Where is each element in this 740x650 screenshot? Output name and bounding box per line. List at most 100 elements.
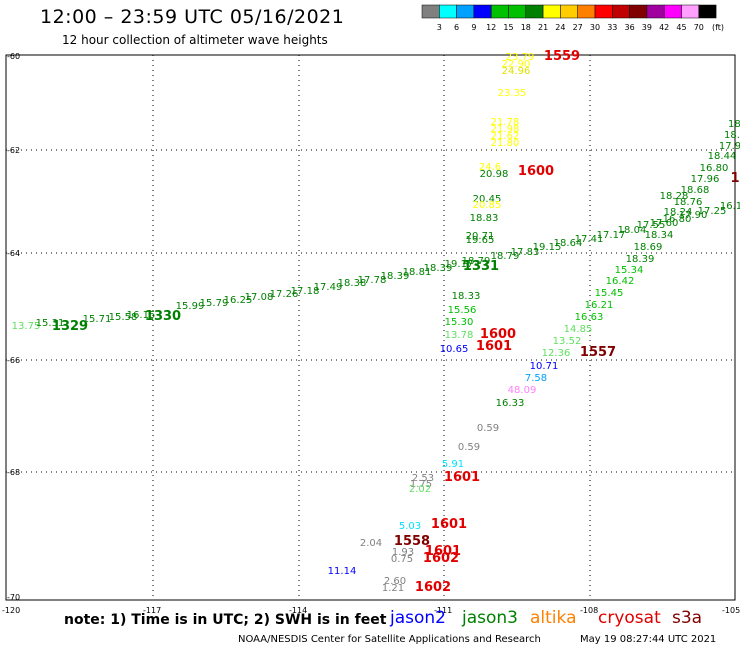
swh-value: 11.14	[328, 566, 357, 577]
swh-value: 15.56	[448, 305, 477, 316]
swh-value: 18.64	[554, 238, 583, 249]
legend-tick-label: 45	[676, 23, 686, 32]
swh-value: 17.9	[719, 141, 740, 152]
swh-value: 18.81	[403, 267, 432, 278]
swh-value: 18.24	[664, 207, 693, 218]
swh-value: 21.98	[491, 124, 520, 135]
legend-tick-label: 6	[454, 23, 459, 32]
swh-value: 16.33	[496, 398, 525, 409]
pass-time-label: 1600	[518, 164, 554, 179]
legend-swatch	[439, 4, 457, 19]
swh-value: 7.58	[525, 373, 547, 384]
swh-value: 18.69	[634, 242, 663, 253]
swh-value: 19.65	[466, 235, 495, 246]
legend-swatch	[525, 4, 544, 19]
swh-value: 16.80	[700, 163, 729, 174]
swh-value: 17.26	[270, 289, 299, 300]
swh-value: 10.65	[440, 344, 469, 355]
swh-value: 2.02	[409, 484, 431, 495]
lon-label: -105	[722, 606, 740, 615]
legend-tick-label: 3	[437, 23, 442, 32]
swh-value: 18.38	[338, 278, 367, 289]
swh-value: 15.30	[445, 317, 474, 328]
legend-tick-label: 18	[521, 23, 531, 32]
lon-label: -120	[2, 606, 20, 615]
swh-value: 21.62	[491, 131, 520, 142]
swh-value: 12.36	[542, 348, 571, 359]
swh-value: 1.93	[392, 547, 414, 558]
legend-swatch	[560, 4, 578, 19]
swh-value: 23.35	[498, 88, 527, 99]
pass-time-label: 1602	[415, 580, 451, 595]
swh-value: 17.96	[691, 174, 720, 185]
legend-swatch	[456, 4, 475, 19]
satellite-label-jason2: jason2	[390, 608, 446, 628]
satellite-label-cryosat: cryosat	[598, 608, 661, 628]
swh-value: 15.71	[83, 314, 112, 325]
color-legend: 3 6 9 12 15 18 21 24 27 30 33 36 39 42 45 70	[421, 4, 717, 32]
swh-value: 17.55	[637, 220, 666, 231]
pass-time-label: 1557	[580, 345, 616, 360]
legend-tick-label: 21	[538, 23, 548, 32]
swh-value: 0.59	[458, 442, 480, 453]
swh-value: 18.04	[618, 225, 647, 236]
swh-value: 19.17	[445, 259, 474, 270]
swh-value: 1.75	[410, 479, 432, 490]
pass-time-label: 1601	[425, 544, 461, 559]
legend-swatch	[681, 4, 700, 19]
pass-time-label: 1558	[394, 534, 430, 549]
pass-time-label: 1559	[544, 49, 580, 64]
pass-time-label: 1329	[52, 319, 88, 334]
pass-time-label: 1331	[463, 259, 499, 274]
swh-value: 16.21	[585, 300, 614, 311]
pass-time-label: 1600	[480, 327, 516, 342]
legend-tick-label: 33	[607, 23, 617, 32]
legend-swatch	[629, 4, 648, 19]
swh-value: 21.80	[491, 138, 520, 149]
pass-time-label: 1601	[476, 339, 512, 354]
swh-value: 20.98	[480, 169, 509, 180]
swh-value: 21.78	[491, 117, 520, 128]
swh-value: 18.39	[381, 271, 410, 282]
swh-value: 2.04	[360, 538, 382, 549]
swh-value: 0.59	[477, 423, 499, 434]
swh-value: 17.25	[698, 206, 727, 217]
lat-label: -64	[7, 249, 20, 258]
satellite-label-altika: altika	[530, 608, 577, 628]
swh-value: 17.41	[575, 234, 604, 245]
pass-time-label: 1601	[431, 517, 467, 532]
swh-value: 16.15	[127, 310, 156, 321]
lon-label: -111	[434, 606, 452, 615]
lon-label: -114	[289, 606, 307, 615]
swh-value: 17.60	[650, 218, 679, 229]
swh-value: 1.21	[382, 583, 404, 594]
lat-label: -60	[7, 52, 20, 61]
swh-value: 18.44	[708, 151, 737, 162]
swh-value: 2.60	[384, 576, 406, 587]
lat-label: -62	[7, 146, 20, 155]
swh-value: 18.	[724, 130, 740, 141]
footer-note: note: 1) Time is in UTC; 2) SWH is in fe…	[64, 612, 387, 628]
graticule	[6, 55, 735, 600]
page-subtitle: 12 hour collection of altimeter wave hei…	[62, 33, 328, 47]
legend-swatch	[421, 4, 440, 19]
swh-value: 18.76	[674, 197, 703, 208]
swh-value: 24.6	[479, 162, 501, 173]
swh-value: 2.53	[412, 473, 434, 484]
swh-value: 20.45	[473, 194, 502, 205]
legend-tick-label: 27	[573, 23, 583, 32]
legend-swatch	[577, 4, 596, 19]
legend-tick-label: 36	[625, 23, 635, 32]
legend-tick-label: 39	[642, 23, 652, 32]
swh-value: 15.79	[200, 298, 229, 309]
satellite-label-s3a: s3a	[672, 608, 703, 628]
swh-value: 15.99	[176, 301, 205, 312]
pass-time-label: 1	[730, 171, 739, 186]
swh-value: 15.58	[109, 312, 138, 323]
pass-time-label: 1601	[444, 470, 480, 485]
footer-credit: NOAA/NESDIS Center for Satellite Applica…	[238, 634, 541, 645]
swh-value: 15.45	[595, 288, 624, 299]
pass-time-label: 1330	[145, 309, 181, 324]
